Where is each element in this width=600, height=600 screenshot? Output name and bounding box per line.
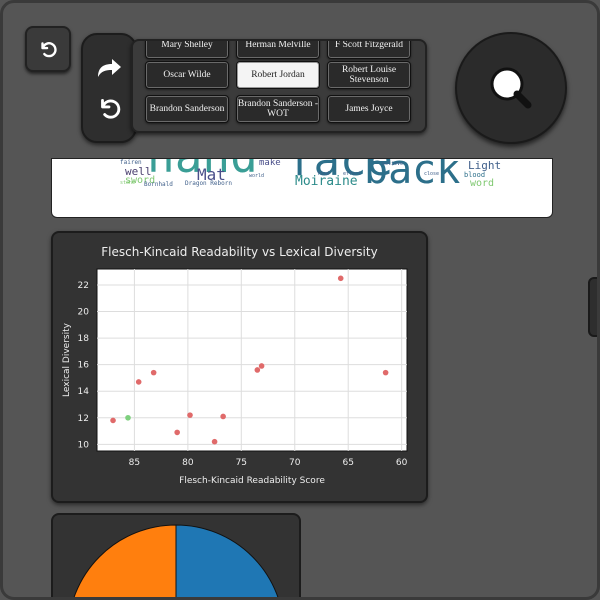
word: well [125,165,152,178]
undo-button[interactable] [25,26,71,72]
word: Moiraine [295,174,358,189]
data-point[interactable] [174,429,180,436]
x-tick-label: 80 [182,458,194,468]
y-tick-label: 14 [78,387,90,397]
word: face [287,158,393,186]
data-point[interactable] [258,363,265,369]
y-tick-label: 20 [78,308,90,318]
data-point[interactable] [125,414,131,421]
author-button[interactable]: Mary Shelley [145,41,229,59]
word: make [259,158,281,168]
y-tick-label: 22 [78,281,89,291]
word-cloud: hand face back Mat Moiraine Light well s… [51,158,553,218]
word: blood [464,171,486,179]
x-tick-label: 60 [396,458,408,468]
word: stone [120,180,136,186]
author-button[interactable]: F Scott Fitzgerald [327,41,411,59]
pie-chart [73,524,279,597]
chart-title: Flesch-Kincaid Readability vs Lexical Di… [101,245,378,259]
author-button[interactable]: Herman Melville [236,41,320,59]
undo-button-secondary[interactable] [94,93,124,123]
data-point[interactable] [254,367,261,373]
author-button[interactable]: Brandon Sanderson [145,95,229,123]
x-tick-label: 65 [342,458,353,468]
redo-icon [98,59,121,77]
data-point[interactable] [382,369,389,376]
author-selector: Mary Shelley Herman Melville F Scott Fit… [131,39,427,133]
word: world [249,173,265,179]
word: close [424,171,440,177]
word: word [470,178,495,189]
undo-icon [41,42,57,58]
undo-icon [101,99,121,119]
pie-slice [73,524,177,597]
data-point[interactable] [337,275,344,282]
x-tick-label: 85 [129,458,140,468]
author-button[interactable]: Robert Louise Stevenson [327,61,411,89]
word: believe [382,161,404,167]
history-controls [81,33,137,143]
redo-button[interactable] [94,53,124,83]
search-button[interactable] [455,32,567,144]
author-button[interactable]: Brandon Sanderson - WOT [236,95,320,123]
y-tick-label: 16 [78,361,90,371]
data-point[interactable] [110,417,116,424]
x-tick-label: 70 [289,458,301,468]
word: sword [125,175,156,186]
data-point[interactable] [135,379,142,385]
y-tick-label: 10 [78,440,90,450]
word: Bornhald [144,181,173,188]
data-point[interactable] [211,438,218,445]
pie-slice [175,524,279,597]
search-icon [490,67,532,109]
data-point[interactable] [187,412,193,418]
data-point[interactable] [220,413,226,420]
word: effort [343,171,362,177]
word: Mat [197,165,226,184]
readability-chart-card: Flesch-Kincaid Readability vs Lexical Di… [51,231,428,503]
word: Light [468,159,502,172]
pie-chart-card [51,513,301,597]
word: back [364,158,461,193]
scatter-plot: 85 80 75 70 65 60 10 12 14 16 18 20 22 Flesch-Kinca… [62,268,408,486]
y-tick-label: 12 [78,414,89,424]
y-tick-label: 18 [78,334,90,344]
word: hand [147,159,258,183]
word: Dragon Reborn [185,180,232,187]
author-button[interactable]: James Joyce [327,95,411,123]
y-axis-label: Lexical Diversity [62,322,72,397]
author-button-selected[interactable]: Robert Jordan [236,61,320,89]
word: fairen [120,159,142,166]
x-axis-label: Flesch-Kincaid Readability Score [179,476,325,486]
author-button[interactable]: Oscar Wilde [145,61,229,89]
x-tick-label: 75 [236,458,247,468]
data-point[interactable] [150,369,157,376]
word: find [317,171,330,177]
side-panel-handle[interactable] [588,277,597,337]
